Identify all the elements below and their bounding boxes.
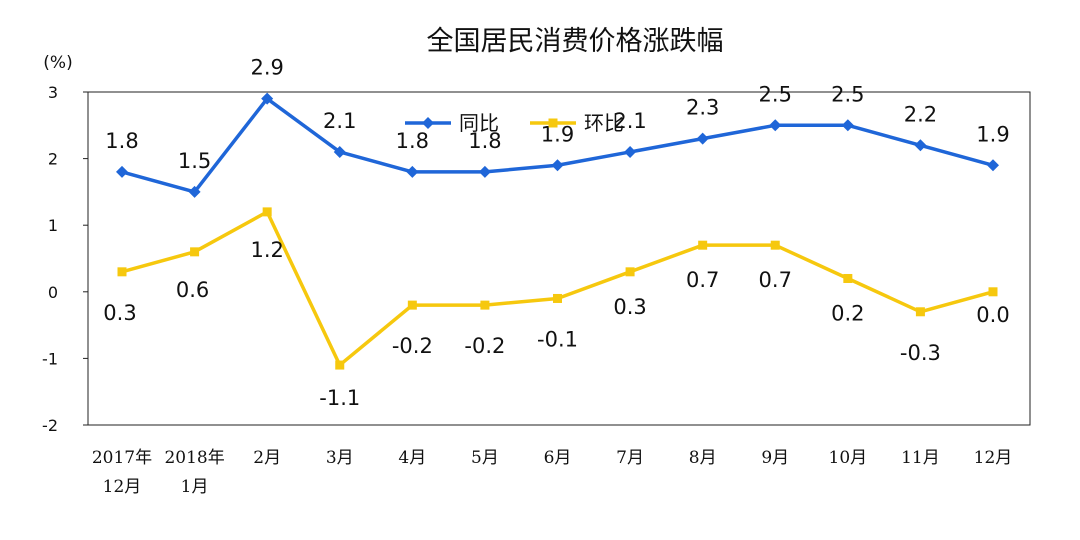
series-2-data-label: 0.7 — [759, 268, 792, 292]
series-2-data-label: 0.6 — [176, 278, 209, 302]
series-1-data-label: 1.9 — [976, 122, 1009, 146]
series-1-point — [406, 165, 419, 178]
series-2-data-label: -1.1 — [319, 386, 360, 410]
y-axis: 3 2 1 0 -1 -2 — [42, 83, 88, 435]
series-2-data-label: -0.1 — [537, 327, 578, 351]
y-tick-label: 3 — [48, 83, 58, 102]
series-2-point — [843, 273, 853, 283]
series-2-point — [625, 267, 635, 277]
series-1-point — [116, 165, 128, 178]
y-tick-label: 2 — [48, 150, 58, 169]
x-tick-label: 9月 — [761, 448, 789, 468]
y-tick-label: -1 — [42, 349, 58, 368]
series-1-data-label: 1.8 — [468, 129, 501, 153]
series-2-point — [335, 360, 345, 370]
series-1-point — [987, 159, 999, 172]
series-2-data-label: 0.3 — [103, 301, 136, 325]
series-2-point — [770, 240, 780, 250]
series-1-data-label: 2.5 — [759, 82, 792, 106]
series-2-data-label: 0.7 — [686, 268, 719, 292]
series-2-data-label: -0.2 — [464, 334, 505, 358]
legend-label-2: 环比 — [584, 111, 624, 135]
x-tick-label: 12月 — [974, 448, 1013, 468]
x-tick-label: 4月 — [398, 448, 426, 468]
x-tick-label: 12月 — [103, 477, 142, 497]
x-axis: 2017年 12月 2018年 1月 2月 3月 4月 5月 6月 7月 8月 9月 10月 11月 12月 — [92, 448, 1012, 497]
series-2-point — [480, 300, 490, 310]
series-1-data-label: 1.5 — [178, 149, 211, 173]
data-label-layer: 1.81.52.92.11.8 1.8 1.92.12.32.5 2.52.21.90… — [103, 56, 1009, 410]
series-1-point — [696, 132, 709, 145]
series-1-data-label: 2.9 — [250, 56, 283, 80]
y-tick-label: 0 — [48, 283, 58, 302]
series-2-point — [988, 287, 998, 297]
series-2-data-label: 1.2 — [250, 238, 283, 262]
series-1-point — [478, 165, 491, 178]
series-2-data-label: -0.2 — [392, 334, 433, 358]
x-tick-label: 5月 — [471, 448, 499, 468]
series-1-point — [624, 145, 637, 158]
series-1-data-label: 2.1 — [323, 109, 356, 133]
series-2-point — [553, 293, 562, 303]
series-2-data-label: 0.2 — [831, 301, 864, 325]
legend-marker-2 — [548, 118, 558, 128]
series-1-data-label: 2.5 — [831, 82, 864, 106]
series-2-point — [190, 247, 200, 257]
series-1-data-label: 1.8 — [396, 129, 429, 153]
series-1-point — [551, 159, 564, 172]
x-tick-label: 3月 — [326, 448, 354, 468]
series-1-data-label: 2.1 — [613, 109, 646, 133]
series-1-point — [333, 145, 346, 158]
x-tick-label: 6月 — [544, 448, 572, 468]
series-1-point — [841, 119, 854, 132]
series-1-data-label: 2.3 — [686, 96, 719, 120]
legend-label-1: 同比 — [459, 111, 499, 135]
series-1-point — [188, 185, 201, 198]
x-tick-label: 11月 — [901, 448, 940, 468]
series-layer — [116, 92, 999, 370]
y-axis-unit: (%) — [43, 53, 72, 73]
series-2-data-label: 0.0 — [976, 303, 1009, 327]
series-2-data-label: 0.3 — [613, 295, 646, 319]
x-tick-label: 7月 — [616, 448, 644, 468]
x-tick-label: 1月 — [181, 477, 209, 497]
x-tick-label: 2月 — [253, 448, 281, 468]
y-tick-label: -2 — [42, 416, 58, 435]
series-1-data-label: 2.2 — [904, 102, 937, 126]
series-1-point — [261, 92, 274, 105]
series-1-point — [769, 119, 782, 132]
series-1-data-label: 1.8 — [105, 129, 138, 153]
legend-marker-1 — [422, 117, 434, 129]
legend: 同比 环比 — [405, 111, 624, 135]
series-2-point — [698, 240, 708, 250]
x-tick-label: 8月 — [689, 448, 717, 468]
y-tick-label: 1 — [48, 216, 58, 235]
x-tick-label: 2018年 — [164, 448, 224, 468]
series-1-point — [914, 139, 927, 152]
series-2-point — [915, 307, 925, 317]
x-tick-label: 2017年 — [92, 448, 152, 468]
x-tick-label: 10月 — [829, 448, 868, 468]
plot-frame — [87, 91, 1031, 426]
chart-title: 全国居民消费价格涨跌幅 — [427, 26, 724, 57]
series-2-point — [407, 300, 417, 310]
series-2-data-label: -0.3 — [900, 341, 941, 365]
series-2-point — [262, 207, 272, 217]
series-2-point — [117, 267, 127, 277]
